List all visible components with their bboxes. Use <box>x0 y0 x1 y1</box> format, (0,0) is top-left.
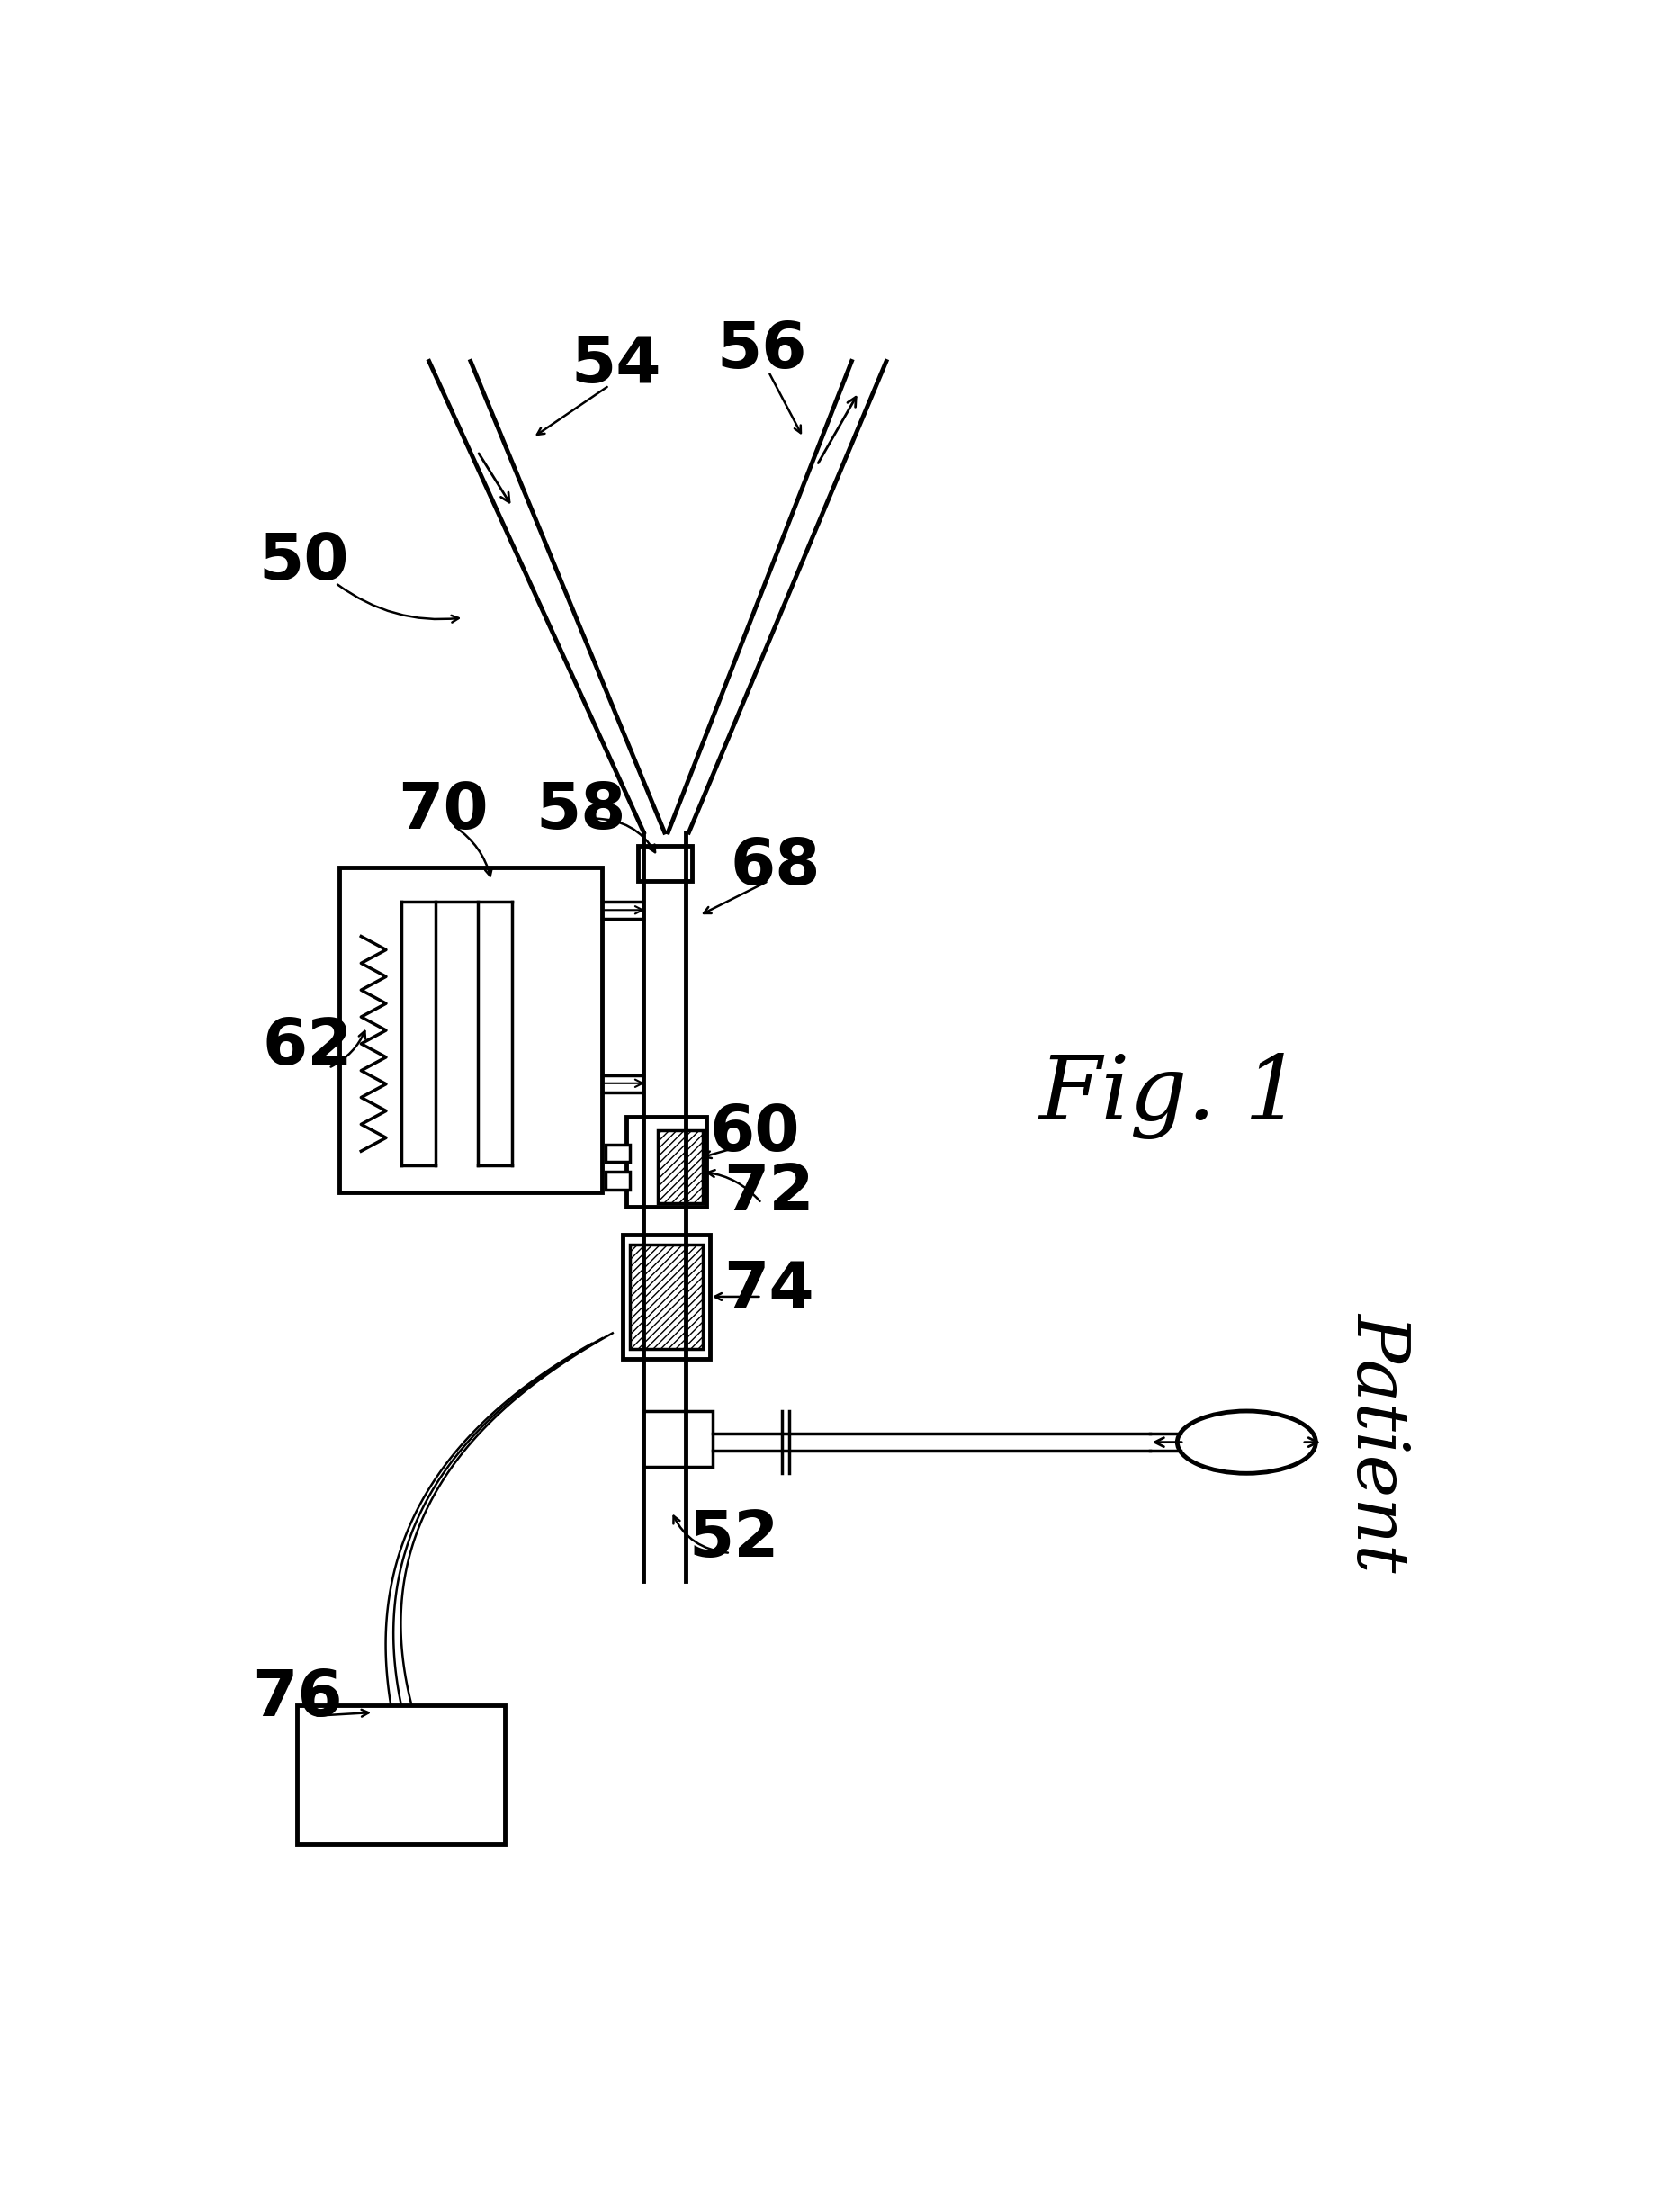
Text: 56: 56 <box>716 319 806 381</box>
Text: 62: 62 <box>262 1015 353 1079</box>
Bar <box>339 868 601 1193</box>
Bar <box>657 1130 702 1202</box>
Bar <box>643 1411 712 1467</box>
Text: Patient: Patient <box>1344 1312 1413 1572</box>
Text: 70: 70 <box>398 780 489 843</box>
Text: 74: 74 <box>722 1260 813 1321</box>
Text: 50: 50 <box>259 531 349 592</box>
Text: Fig. 1: Fig. 1 <box>1038 1053 1302 1138</box>
Text: 52: 52 <box>689 1508 780 1570</box>
Bar <box>606 1171 630 1189</box>
Text: 76: 76 <box>252 1667 343 1729</box>
Bar <box>297 1707 506 1843</box>
Bar <box>623 1235 709 1359</box>
Bar <box>638 846 692 881</box>
Bar <box>630 1244 702 1348</box>
Text: 54: 54 <box>571 335 662 396</box>
Bar <box>606 1145 630 1160</box>
Bar <box>627 1116 706 1207</box>
Text: 58: 58 <box>536 780 627 843</box>
Text: 68: 68 <box>731 837 820 898</box>
Text: 60: 60 <box>709 1103 800 1165</box>
Text: 72: 72 <box>722 1163 813 1224</box>
